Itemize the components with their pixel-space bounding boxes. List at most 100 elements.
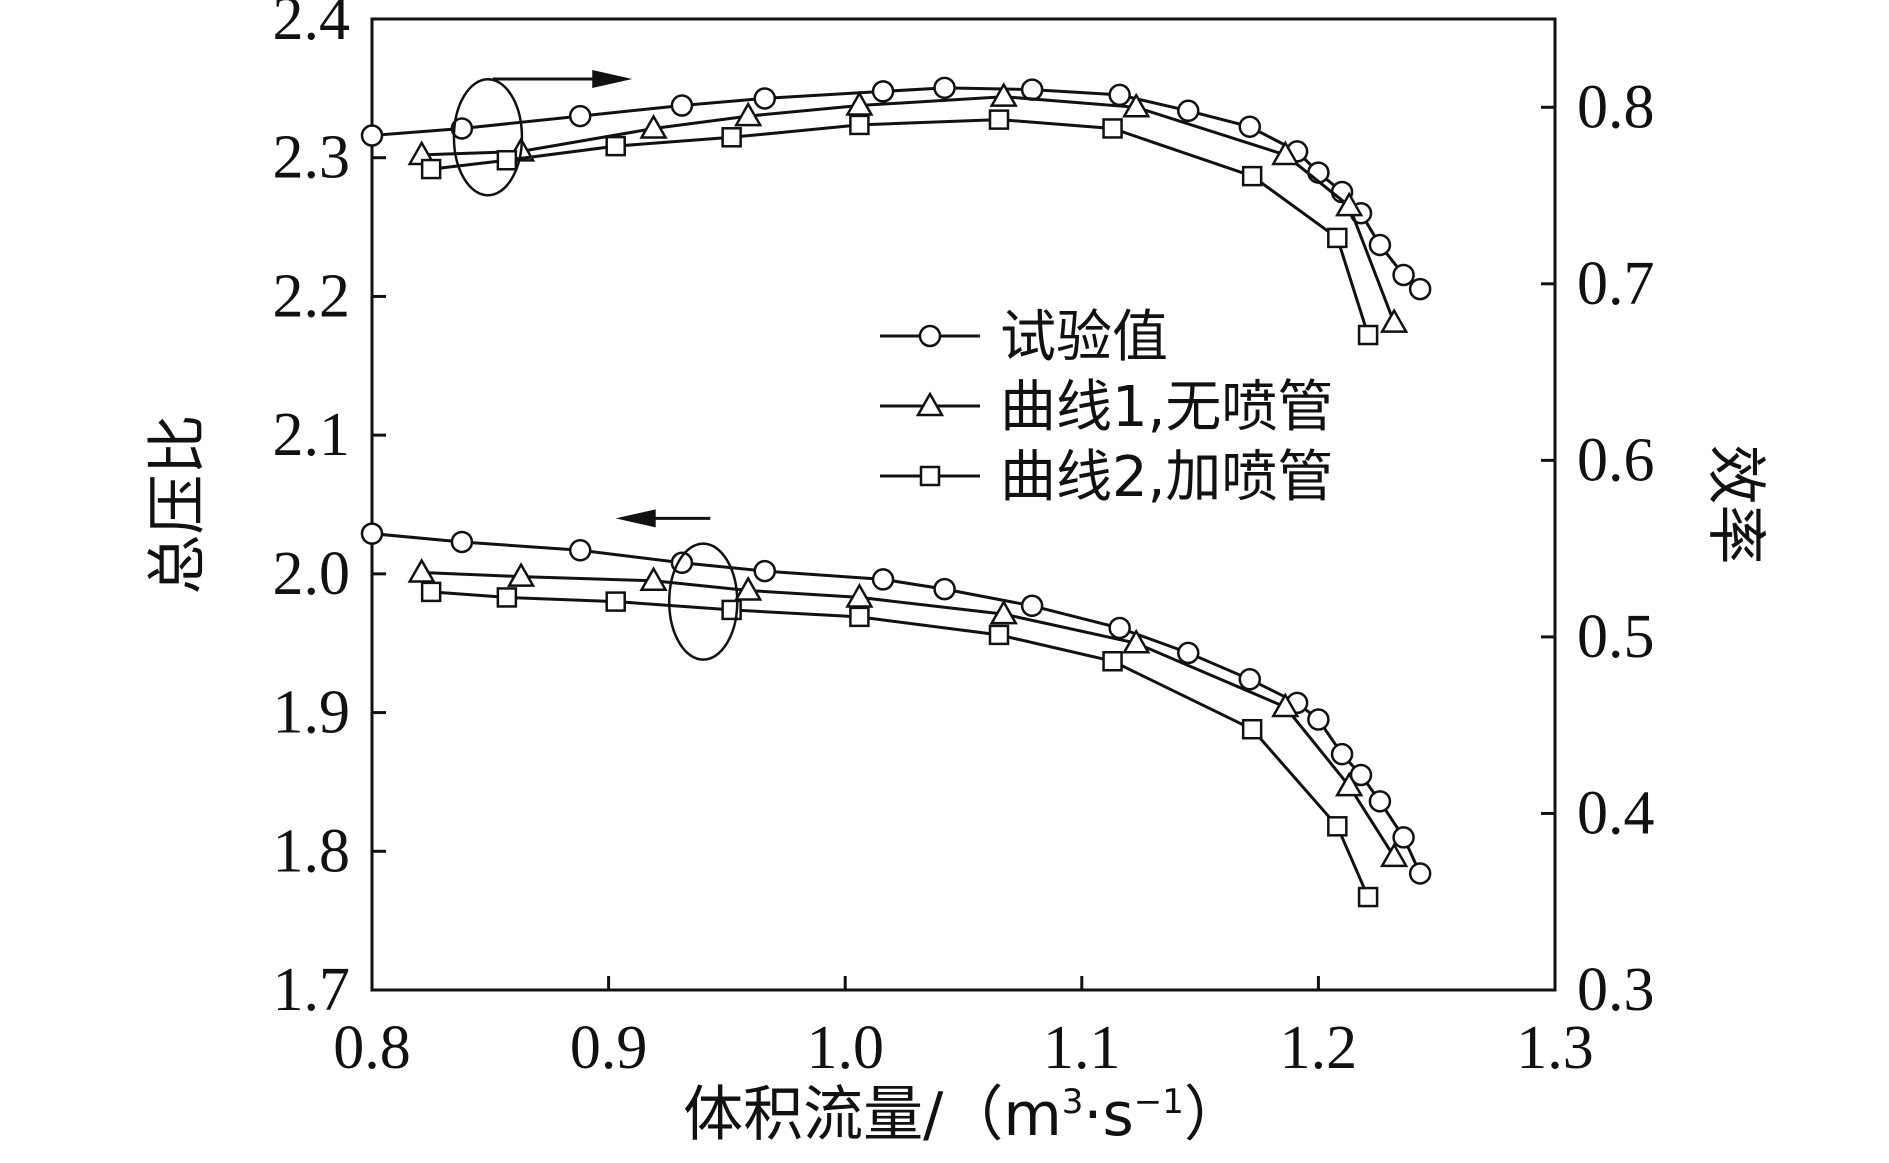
- left-y-axis: 1.7 1.8 1.9 2.0 2.1 2.2 2.3 2.4: [273, 0, 386, 1024]
- legend-label: 曲线2,加喷管: [1000, 445, 1333, 510]
- series-triangle-right: [407, 82, 1409, 333]
- data-point-circle: [933, 577, 956, 601]
- data-point-square: [849, 606, 870, 628]
- data-point-circle: [1238, 668, 1262, 691]
- data-point-circle: [1392, 826, 1415, 849]
- legend-marker-circle: [918, 324, 942, 348]
- series-triangle-left: [407, 557, 1409, 868]
- data-point-circle: [753, 559, 777, 583]
- right-y-tick-label: 0.3: [1577, 956, 1655, 1024]
- data-point-square: [1327, 227, 1348, 249]
- series-square-left: [420, 581, 1379, 908]
- data-point-circle: [1177, 641, 1200, 665]
- data-point-triangle: [1122, 628, 1151, 654]
- x-axis: 0.8 0.9 1.0 1.1 1.2 1.3: [333, 976, 1594, 1082]
- data-point-circle: [670, 94, 694, 117]
- data-point-circle: [670, 551, 694, 575]
- data-point-triangle: [1379, 308, 1409, 333]
- right-y-tick-label: 0.7: [1577, 250, 1655, 318]
- x-axis-title: 体积流量/（m3·s−1）: [683, 1080, 1244, 1150]
- data-point-triangle: [989, 82, 1018, 107]
- right-y-tick-label: 0.6: [1577, 426, 1655, 494]
- data-point-circle: [1392, 263, 1415, 287]
- legend-label: 曲线1,无喷管: [1000, 375, 1333, 440]
- data-point-triangle: [506, 562, 536, 587]
- data-point-square: [1102, 650, 1123, 672]
- data-point-triangle: [1335, 191, 1364, 217]
- x-tick-label: 1.0: [806, 1014, 884, 1082]
- right-y-axis-title: 效率: [1700, 445, 1770, 565]
- data-point-square: [1357, 886, 1379, 908]
- data-point-square: [1357, 324, 1379, 346]
- x-tick-label: 0.9: [570, 1014, 648, 1082]
- series-line: [430, 590, 1370, 898]
- data-point-circle: [450, 530, 474, 554]
- right-y-tick-label: 0.5: [1577, 603, 1655, 671]
- plot-area: [370, 17, 1557, 992]
- data-point-square: [420, 158, 442, 180]
- right-y-tick-label: 0.8: [1577, 73, 1655, 141]
- data-point-circle: [1408, 862, 1432, 885]
- data-point-circle: [1020, 594, 1044, 618]
- data-point-circle: [1108, 83, 1131, 107]
- annotations: [452, 70, 739, 661]
- data-point-triangle: [1335, 771, 1364, 797]
- series-line: [430, 118, 1370, 336]
- legend-marker-triangle: [915, 391, 945, 417]
- series-line: [421, 95, 1396, 324]
- data-point-circle: [1108, 616, 1131, 640]
- data-point-square: [420, 581, 442, 603]
- data-point-triangle: [734, 575, 763, 601]
- data-point-circle: [1020, 78, 1044, 101]
- data-point-circle: [1330, 742, 1354, 766]
- left-y-tick-label: 1.8: [273, 817, 351, 885]
- x-tick-label: 0.8: [333, 1014, 411, 1082]
- data-point-circle: [1408, 277, 1432, 301]
- legend-entry-circle: 试验值: [880, 305, 1168, 370]
- series-line: [421, 571, 1396, 858]
- left-y-tick-label: 2.3: [273, 124, 351, 192]
- x-tick-label: 1.3: [1516, 1014, 1594, 1082]
- data-point-triangle: [639, 566, 668, 592]
- left-y-tick-label: 1.9: [273, 679, 351, 747]
- series-circle-right: [360, 76, 1432, 301]
- legend-entry-square: 曲线2,加喷管: [880, 445, 1333, 510]
- data-point-circle: [360, 124, 384, 147]
- highlight-ellipse: [452, 78, 524, 197]
- data-point-triangle: [989, 599, 1018, 625]
- plot-frame: [370, 17, 1557, 992]
- data-point-circle: [1368, 790, 1392, 813]
- series-line: [371, 86, 1422, 291]
- data-point-circle: [450, 117, 474, 140]
- data-point-triangle: [845, 90, 874, 116]
- data-point-triangle: [1122, 92, 1151, 118]
- data-point-square: [1327, 816, 1348, 837]
- data-point-square: [496, 587, 518, 608]
- left-y-tick-label: 2.1: [273, 401, 351, 469]
- data-point-square: [721, 127, 742, 148]
- data-point-triangle: [1379, 842, 1409, 868]
- arrow-left: [615, 509, 711, 528]
- data-point-circle: [1177, 99, 1200, 123]
- data-point-circle: [568, 104, 592, 128]
- data-point-square: [1241, 718, 1263, 740]
- data-point-square: [1241, 165, 1263, 187]
- left-y-tick-label: 2.0: [273, 540, 351, 608]
- series-layer: [360, 76, 1432, 908]
- x-tick-label: 1.2: [1280, 1014, 1358, 1082]
- data-point-square: [605, 135, 626, 157]
- data-point-triangle: [734, 101, 763, 127]
- data-point-circle: [568, 539, 592, 562]
- series-circle-left: [360, 522, 1432, 885]
- data-point-square: [988, 624, 1010, 646]
- highlight-ellipse: [667, 542, 739, 661]
- legend-label: 试验值: [1000, 305, 1168, 370]
- data-point-square: [496, 149, 518, 171]
- data-point-square: [1102, 118, 1123, 139]
- data-point-circle: [871, 80, 895, 103]
- data-point-circle: [753, 87, 777, 110]
- right-y-axis: 0.3 0.4 0.5 0.6 0.7 0.8: [1541, 73, 1655, 1024]
- data-point-triangle: [639, 113, 668, 139]
- left-y-tick-label: 1.7: [273, 956, 351, 1024]
